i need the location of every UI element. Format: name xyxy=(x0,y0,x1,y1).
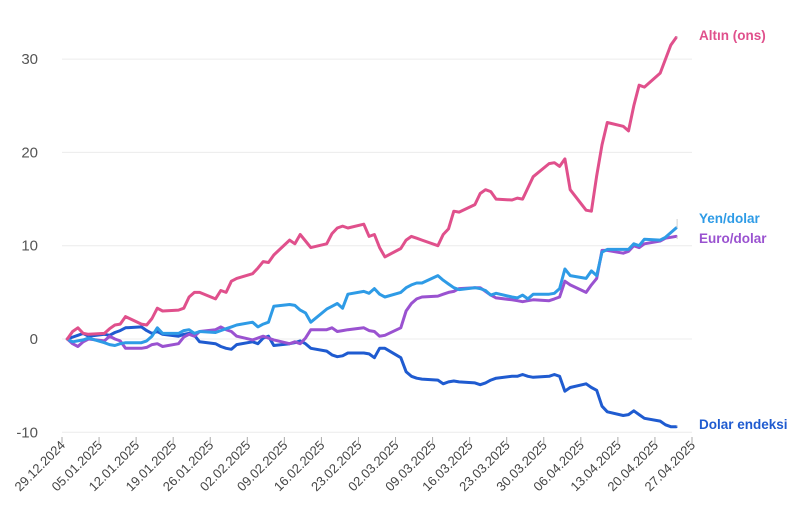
grid-lines xyxy=(62,58,692,433)
series-labels: Altın (ons) Yen/dolar Euro/dolar Dolar ende… xyxy=(676,28,788,432)
y-tick-label: 30 xyxy=(21,51,38,68)
series-lines xyxy=(65,36,678,429)
series-line-euro-dolar xyxy=(65,234,678,350)
y-tick-label: 0 xyxy=(30,331,38,348)
series-label: Euro/dolar xyxy=(699,231,767,246)
series-line-altın-ons- xyxy=(65,36,678,341)
x-axis-ticks: 29.12.202405.01.202512.01.202519.01.2025… xyxy=(11,437,698,494)
y-tick-label: -10 xyxy=(16,424,38,441)
y-axis-ticks: -10 0 10 20 30 xyxy=(16,51,38,441)
series-label: Yen/dolar xyxy=(699,211,761,226)
series-line-dolar-endeksi xyxy=(65,325,678,429)
y-tick-label: 20 xyxy=(21,144,38,161)
series-label: Altın (ons) xyxy=(699,28,766,43)
series-label: Dolar endeksi xyxy=(699,417,788,432)
series-line-yen-dolar xyxy=(65,226,678,347)
y-tick-label: 10 xyxy=(21,238,38,255)
